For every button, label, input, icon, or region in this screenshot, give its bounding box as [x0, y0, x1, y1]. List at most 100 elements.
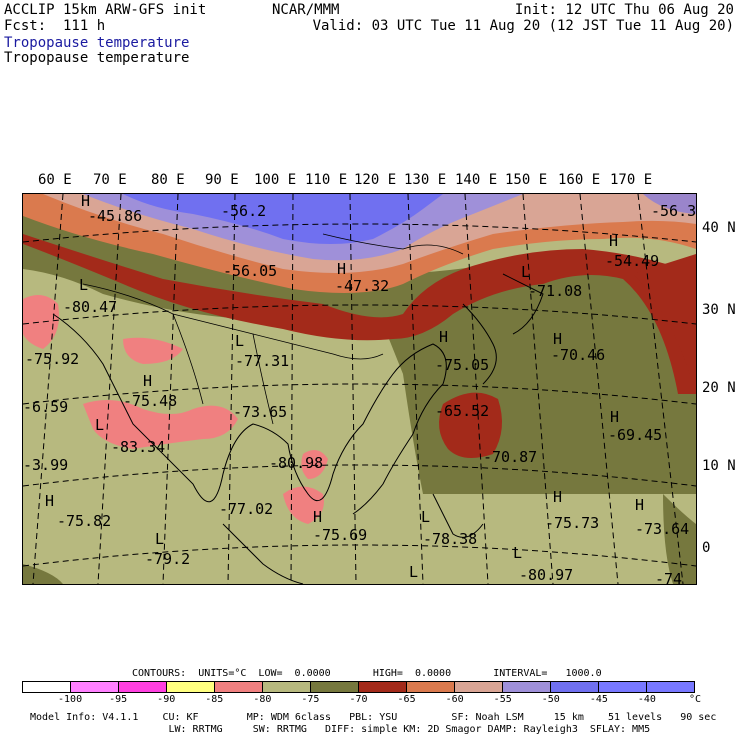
colorbar-cell	[551, 682, 599, 692]
tropopause-map: H-45.86 -56.2 -56.3-56.05 H-47.32H-54.49L-7…	[23, 194, 696, 584]
longitude-label: 160 E	[558, 172, 601, 188]
low-marker: L	[513, 544, 522, 562]
colorbar-tick-label: -100	[58, 694, 83, 705]
extremum-value: -83.34	[111, 438, 165, 456]
longitude-label: 80 E	[151, 172, 185, 188]
colorbar-tick-label: -75	[301, 694, 320, 705]
low-marker: L	[79, 276, 88, 294]
colorbar-tick-label: -70	[349, 694, 368, 705]
high-marker: H	[609, 232, 618, 250]
high-marker: H	[81, 194, 90, 210]
field-name-2: Tropopause temperature	[4, 50, 190, 66]
extremum-value: -78.38	[423, 530, 477, 548]
extremum-value: -65.52	[435, 402, 489, 420]
colorbar-tick-label: -90	[157, 694, 176, 705]
extremum-value: -70.46	[551, 346, 605, 364]
coastlines	[52, 273, 544, 584]
colorbar-tick-label: -60	[445, 694, 464, 705]
init-time: Init: 12 UTC Thu 06 Aug 20	[514, 2, 734, 18]
forecast-hour: Fcst: 111 h	[4, 18, 106, 34]
longitude-label: 170 E	[610, 172, 653, 188]
pink-patch-west	[23, 295, 59, 349]
extremum-value: -54.49	[605, 252, 659, 270]
colorbar-cell	[23, 682, 71, 692]
colorbar-tick-label: -80	[253, 694, 272, 705]
extremum-value: -73.64	[635, 520, 689, 538]
longitude-label: 120 E	[354, 172, 397, 188]
colorbar-tick-label: -40	[637, 694, 656, 705]
colorbar-cell	[455, 682, 503, 692]
extremum-value: -80.47	[63, 298, 117, 316]
extremum-value: -77.02	[219, 500, 273, 518]
band-m50-m45	[123, 194, 443, 244]
colorbar-cell	[407, 682, 455, 692]
high-marker: H	[337, 260, 346, 278]
high-marker: H	[635, 496, 644, 514]
low-marker: L	[235, 332, 244, 350]
latitude-label: 30 N	[702, 302, 736, 318]
high-marker: H	[439, 328, 448, 346]
colorbar-cell	[503, 682, 551, 692]
longitude-label: 110 E	[305, 172, 348, 188]
extremum-value: -6.59	[23, 398, 68, 416]
pink-patch-north-india	[123, 337, 183, 364]
low-marker: L	[521, 263, 530, 281]
extremum-value: -71.08	[528, 282, 582, 300]
band-m75-m70-se	[663, 494, 696, 584]
model-title: ACCLIP 15km ARW-GFS init	[4, 2, 207, 18]
colorbar-tick-label: -45	[589, 694, 608, 705]
longitude-label: 70 E	[93, 172, 127, 188]
extremum-value: -75.92	[25, 350, 79, 368]
extremum-value: -75.69	[313, 526, 367, 544]
longitude-label: 100 E	[254, 172, 297, 188]
field-name-1: Tropopause temperature	[4, 35, 190, 51]
colorbar-cell	[119, 682, 167, 692]
extremum-value: -79.2	[145, 550, 190, 568]
annotations: H-45.86 -56.2 -56.3-56.05 H-47.32H-54.49L-7…	[23, 194, 696, 584]
low-marker: L	[409, 563, 418, 581]
latitude-label: 10 N	[702, 458, 736, 474]
high-marker: H	[553, 330, 562, 348]
extremum-value: -77.31	[235, 352, 289, 370]
colorbar-tick-label: °C	[688, 694, 702, 705]
latitude-label: 0	[702, 540, 711, 556]
colorbar-tick-label: -55	[493, 694, 512, 705]
extremum-value: -3.99	[23, 456, 68, 474]
extremum-value: -80.97	[519, 566, 573, 584]
colorbar-cell	[647, 682, 694, 692]
high-marker: H	[143, 372, 152, 390]
high-marker: H	[313, 508, 322, 526]
high-marker: H	[45, 492, 54, 510]
colorbar-tick-label: -65	[397, 694, 416, 705]
latitude-label: 40 N	[702, 220, 736, 236]
contour-info: CONTOURS: UNITS=°C LOW= 0.0000 HIGH= 0.0…	[132, 668, 602, 679]
extremum-value: -56.3	[651, 202, 696, 220]
colorbar-cell	[599, 682, 647, 692]
extremum-value: -56.05	[223, 262, 277, 280]
colorbar-cell	[359, 682, 407, 692]
extremum-value: -75.48	[123, 392, 177, 410]
colorbar-cell	[311, 682, 359, 692]
extremum-value: -75.82	[57, 512, 111, 530]
pink-patch-indochina	[301, 450, 328, 479]
band-m50-m45-ne	[643, 194, 696, 214]
colorbar-tick-label: -85	[205, 694, 224, 705]
extremum-value: -73.65	[233, 403, 287, 421]
longitude-label: 60 E	[38, 172, 72, 188]
longitude-label: 140 E	[455, 172, 498, 188]
pacific-red-patch	[439, 392, 502, 458]
low-marker: L	[95, 416, 104, 434]
colorbar-cell	[167, 682, 215, 692]
country-borders	[82, 233, 464, 425]
band-m70-m65	[23, 194, 696, 394]
high-marker: H	[610, 408, 619, 426]
extremum-value: -56.2	[221, 202, 266, 220]
colorbar-tick-label: -50	[541, 694, 560, 705]
extremum-value: -80.98	[269, 454, 323, 472]
colorbar-cell	[71, 682, 119, 692]
low-marker: L	[421, 508, 430, 526]
pink-patch-seasia	[283, 486, 324, 524]
high-marker: H	[553, 488, 562, 506]
extremum-value: -47.32	[335, 277, 389, 295]
extremum-value: -45.86	[88, 207, 142, 225]
